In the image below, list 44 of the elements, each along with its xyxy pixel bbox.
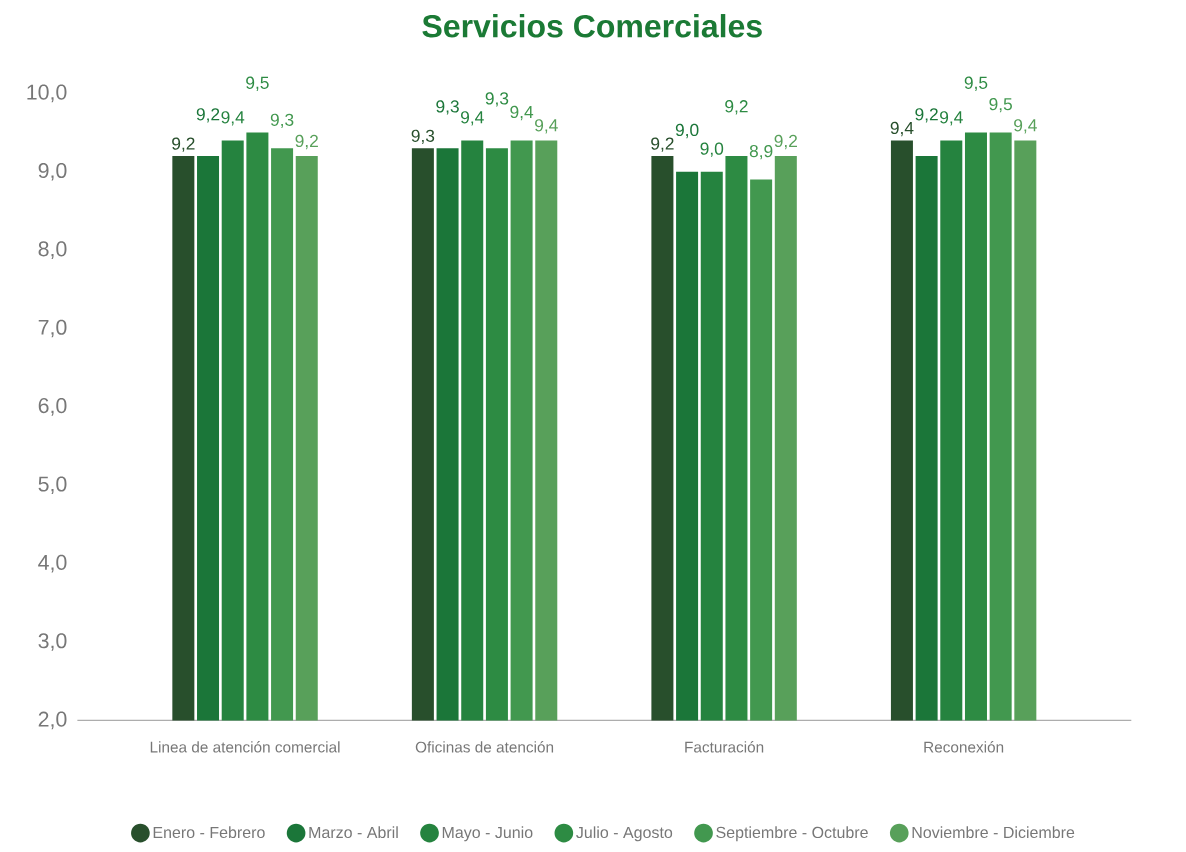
data-label: 9,2 <box>651 137 674 152</box>
data-label: 9,2 <box>172 137 195 152</box>
data-label: 9,0 <box>675 123 699 138</box>
y-tick-label: 7,0 <box>38 319 67 338</box>
data-label: 9,3 <box>436 100 459 115</box>
y-tick-label: 4,0 <box>38 554 67 573</box>
x-tick-label: Facturación <box>685 740 764 753</box>
data-label: 9,0 <box>700 142 724 157</box>
data-label: 9,4 <box>890 121 914 136</box>
legend-label: Mayo - Junio <box>442 826 533 842</box>
y-tick-label: 2,0 <box>38 711 67 729</box>
x-tick-label: Reconexión <box>924 740 1004 753</box>
data-label: 9,2 <box>725 99 748 115</box>
legend-label: Marzo - Abril <box>309 826 398 838</box>
data-label: 9,3 <box>411 129 435 144</box>
data-label: 9,2 <box>915 107 938 123</box>
x-tick-label: Linea de atención comercial <box>150 740 340 753</box>
y-tick-label: 10,0 <box>27 84 67 102</box>
data-label: 9,4 <box>940 110 963 126</box>
y-tick-label: 3,0 <box>38 632 67 651</box>
data-label: 9,3 <box>270 113 294 128</box>
data-label: 9,5 <box>989 97 1012 113</box>
data-label: 9,4 <box>461 110 484 126</box>
legend-label: Noviembre - Diciembre <box>912 826 1075 838</box>
y-tick-label: 6,0 <box>38 397 67 416</box>
y-tick-label: 9,0 <box>38 162 67 181</box>
data-label: 9,4 <box>535 118 558 134</box>
data-label: 9,2 <box>295 134 318 149</box>
data-label: 9,2 <box>774 134 797 149</box>
chart-title: Servicios Comerciales <box>422 13 762 38</box>
data-label: 9,5 <box>246 76 269 91</box>
data-label: 9,2 <box>196 107 220 123</box>
data-label: 9,4 <box>221 110 245 126</box>
data-label: 8,9 <box>749 144 773 160</box>
legend-label: Septiembre - Octubre <box>716 826 868 842</box>
data-label: 9,4 <box>510 105 534 120</box>
data-label: 9,3 <box>485 92 509 107</box>
y-tick-label: 5,0 <box>38 476 67 494</box>
legend-label: Enero - Febrero <box>153 826 265 838</box>
x-tick-label: Oficinas de atención <box>415 740 554 753</box>
data-label: 9,5 <box>964 76 988 91</box>
y-tick-label: 8,0 <box>38 241 67 259</box>
data-label: 9,4 <box>1014 118 1037 134</box>
legend-label: Julio - Agosto <box>576 826 673 842</box>
